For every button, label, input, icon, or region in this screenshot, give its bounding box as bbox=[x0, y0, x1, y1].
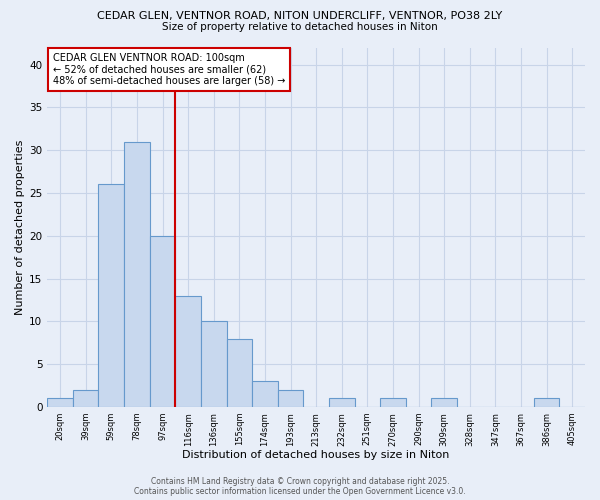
Bar bbox=[175, 296, 201, 407]
X-axis label: Distribution of detached houses by size in Niton: Distribution of detached houses by size … bbox=[182, 450, 450, 460]
Bar bbox=[534, 398, 559, 407]
Text: CEDAR GLEN, VENTNOR ROAD, NITON UNDERCLIFF, VENTNOR, PO38 2LY: CEDAR GLEN, VENTNOR ROAD, NITON UNDERCLI… bbox=[97, 11, 503, 21]
Bar bbox=[201, 322, 227, 407]
Bar bbox=[98, 184, 124, 407]
Bar bbox=[380, 398, 406, 407]
Text: Contains HM Land Registry data © Crown copyright and database right 2025.
Contai: Contains HM Land Registry data © Crown c… bbox=[134, 476, 466, 496]
Bar bbox=[150, 236, 175, 407]
Y-axis label: Number of detached properties: Number of detached properties bbox=[15, 140, 25, 315]
Text: CEDAR GLEN VENTNOR ROAD: 100sqm
← 52% of detached houses are smaller (62)
48% of: CEDAR GLEN VENTNOR ROAD: 100sqm ← 52% of… bbox=[53, 53, 285, 86]
Bar bbox=[431, 398, 457, 407]
Bar bbox=[252, 382, 278, 407]
Text: Size of property relative to detached houses in Niton: Size of property relative to detached ho… bbox=[162, 22, 438, 32]
Bar bbox=[73, 390, 98, 407]
Bar bbox=[278, 390, 304, 407]
Bar bbox=[329, 398, 355, 407]
Bar bbox=[47, 398, 73, 407]
Bar bbox=[227, 338, 252, 407]
Bar bbox=[124, 142, 150, 407]
